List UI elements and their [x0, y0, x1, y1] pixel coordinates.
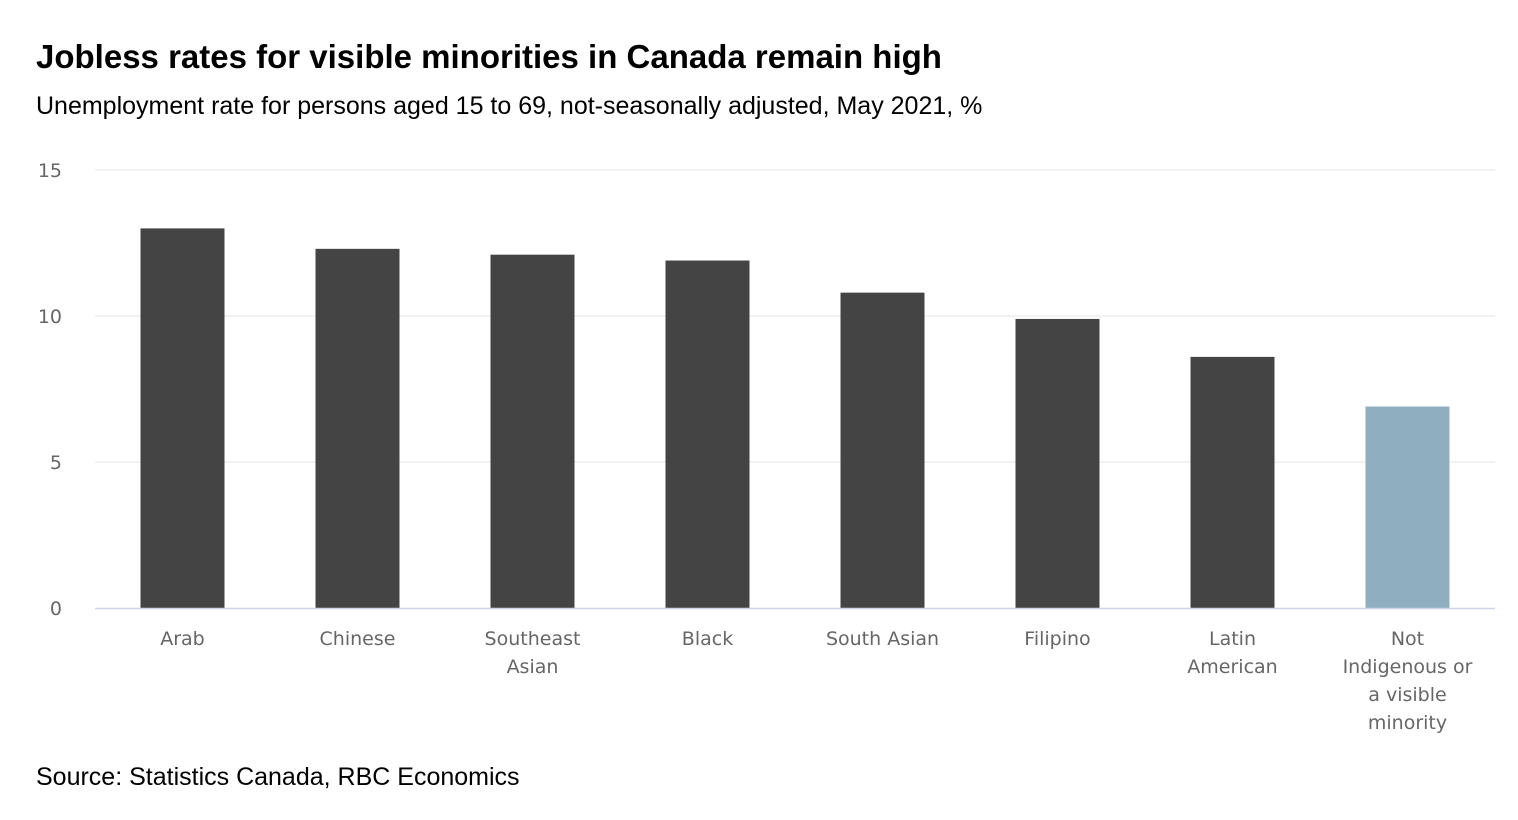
x-tick-label: Not — [1391, 628, 1424, 650]
chart-title: Jobless rates for visible minorities in … — [36, 38, 942, 75]
x-tick-label: American — [1187, 656, 1277, 678]
x-tick-label: Latin — [1209, 628, 1256, 650]
x-tick-label: Chinese — [320, 628, 396, 650]
x-tick-label: Filipino — [1024, 628, 1090, 650]
y-tick-label: 0 — [50, 598, 62, 620]
x-tick-label: Southeast — [485, 628, 581, 650]
y-tick-label: 10 — [38, 306, 62, 328]
x-tick-label: a visible — [1368, 684, 1446, 706]
y-tick-label: 15 — [38, 160, 62, 182]
bar-black — [665, 260, 750, 608]
bar-latin-american — [1190, 356, 1275, 608]
x-tick-label: Asian — [507, 656, 559, 678]
bar-southeast-asian — [490, 254, 575, 608]
bar-south-asian — [840, 292, 925, 608]
x-tick-label: Arab — [160, 628, 205, 650]
x-tick-label: minority — [1368, 712, 1447, 734]
bar-chinese — [315, 248, 400, 608]
x-tick-label: Black — [682, 628, 733, 650]
bar-arab — [140, 228, 225, 608]
bar-not-indigenous-or-a-visible-minority — [1365, 406, 1450, 608]
x-tick-label: Indigenous or — [1343, 656, 1473, 678]
x-tick-label: South Asian — [826, 628, 939, 650]
chart-subtitle: Unemployment rate for persons aged 15 to… — [36, 92, 983, 120]
y-tick-label: 5 — [50, 452, 62, 474]
bar-filipino — [1015, 318, 1100, 608]
source-note: Source: Statistics Canada, RBC Economics — [36, 763, 520, 791]
